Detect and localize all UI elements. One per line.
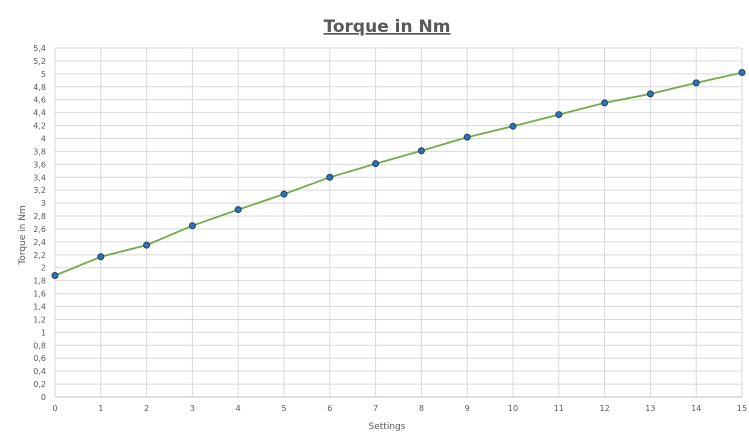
y-axis-label: Torque in Nm <box>18 205 28 265</box>
axes <box>54 48 742 398</box>
data-point <box>738 69 746 77</box>
x-tick-label: 12 <box>600 404 610 413</box>
x-tick-labels: 0 1 2 3 4 5 6 7 8 9 10 11 12 13 14 15 <box>52 404 747 413</box>
x-tick-label: 6 <box>327 404 332 413</box>
x-tick-label: 9 <box>465 404 470 413</box>
y-tick-label: 4,8 <box>33 83 46 92</box>
data-point <box>509 122 517 130</box>
y-tick-label: 5 <box>41 70 46 79</box>
data-point <box>143 241 151 249</box>
chart-title: Torque in Nm <box>324 17 451 37</box>
data-point <box>97 253 105 261</box>
y-tick-label: 3,8 <box>33 147 46 156</box>
y-tick-label: 1 <box>41 328 46 337</box>
y-tick-label: 5,4 <box>33 44 46 53</box>
data-point <box>555 111 563 119</box>
data-point <box>372 160 380 168</box>
x-tick-label: 11 <box>554 404 564 413</box>
x-tick-label: 15 <box>737 404 747 413</box>
y-tick-labels: 0 0,2 0,4 0,6 0,8 1 1,2 1,4 1,6 1,8 2 2,2 2,4 2,6 2,8 3… <box>33 44 46 402</box>
y-tick-label: 5,2 <box>33 57 46 66</box>
data-point <box>646 90 654 98</box>
y-tick-label: 1,2 <box>33 315 46 324</box>
y-tick-label: 1,4 <box>33 303 46 312</box>
y-tick-label: 4,2 <box>33 122 46 131</box>
y-tick-label: 2 <box>41 264 46 273</box>
x-tick-label: 10 <box>508 404 518 413</box>
x-tick-label: 8 <box>419 404 424 413</box>
data-point <box>326 173 334 181</box>
y-tick-label: 3,2 <box>33 186 46 195</box>
data-point <box>280 190 288 198</box>
x-tick-label: 0 <box>52 404 57 413</box>
y-tick-label: 0 <box>41 393 46 402</box>
y-tick-label: 2,4 <box>33 238 46 247</box>
data-point <box>51 271 59 279</box>
y-tick-label: 4,6 <box>33 96 46 105</box>
data-point <box>188 222 196 230</box>
y-tick-label: 3 <box>41 199 46 208</box>
y-tick-label: 3,6 <box>33 160 46 169</box>
data-point <box>692 79 700 87</box>
y-tick-label: 2,8 <box>33 212 46 221</box>
x-tick-label: 2 <box>144 404 149 413</box>
data-point <box>601 99 609 107</box>
y-tick-label: 3,4 <box>33 173 46 182</box>
y-tick-label: 1,6 <box>33 290 46 299</box>
y-tick-label: 4,4 <box>33 109 46 118</box>
y-tick-label: 0,6 <box>33 354 46 363</box>
x-axis-label: Settings <box>369 422 406 432</box>
grid <box>55 47 743 397</box>
series-line <box>54 71 743 277</box>
y-tick-label: 1,8 <box>33 277 46 286</box>
series <box>51 69 746 279</box>
x-tick-label: 14 <box>691 404 701 413</box>
y-tick-label: 2,6 <box>33 225 46 234</box>
data-point <box>417 147 425 155</box>
x-tick-label: 1 <box>98 404 103 413</box>
y-tick-label: 0,4 <box>33 367 46 376</box>
data-point <box>463 133 471 141</box>
data-point <box>234 206 242 214</box>
y-tick-label: 0,2 <box>33 380 46 389</box>
x-tick-label: 7 <box>373 404 378 413</box>
x-tick-label: 3 <box>190 404 195 413</box>
y-tick-label: 4 <box>41 134 46 143</box>
x-tick-label: 4 <box>236 404 241 413</box>
x-tick-label: 13 <box>645 404 655 413</box>
y-tick-label: 2,2 <box>33 251 46 260</box>
y-tick-label: 0,8 <box>33 341 46 350</box>
x-tick-label: 5 <box>281 404 286 413</box>
